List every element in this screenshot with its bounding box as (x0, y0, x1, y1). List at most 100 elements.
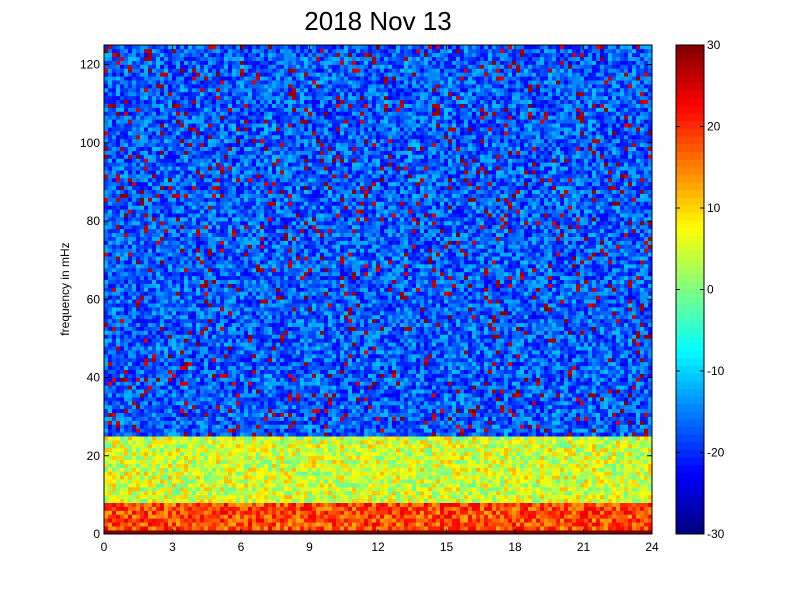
heatmap-cell (256, 416, 261, 421)
heatmap-cell (248, 385, 253, 390)
heatmap-cell (228, 389, 233, 394)
heatmap-cell (132, 252, 137, 257)
heatmap-cell (228, 522, 233, 527)
heatmap-cell (228, 60, 233, 65)
heatmap-cell (208, 154, 213, 159)
heatmap-cell (180, 76, 185, 81)
heatmap-cell (132, 365, 137, 370)
heatmap-cell (180, 287, 185, 292)
heatmap-cell (188, 346, 193, 351)
heatmap-cell (252, 76, 257, 81)
heatmap-cell (192, 193, 197, 198)
heatmap-cell (240, 279, 245, 284)
heatmap-cell (220, 158, 225, 163)
heatmap-cell (176, 291, 181, 296)
heatmap-cell (248, 412, 253, 417)
heatmap-cell (212, 514, 217, 519)
heatmap-cell (260, 346, 265, 351)
heatmap-cell (208, 510, 213, 515)
heatmap-cell (252, 377, 257, 382)
heatmap-cell (116, 373, 121, 378)
heatmap-cell (180, 252, 185, 257)
heatmap-cell (168, 369, 173, 374)
heatmap-cell (240, 369, 245, 374)
heatmap-cell (184, 228, 189, 234)
heatmap-cell (156, 174, 161, 179)
heatmap-cell (220, 346, 225, 351)
heatmap-cell (244, 346, 249, 351)
heatmap-cell (176, 373, 181, 378)
heatmap-cell (256, 99, 261, 104)
heatmap-cell (132, 451, 137, 457)
heatmap-cell (152, 506, 157, 511)
heatmap-cell (152, 498, 157, 503)
heatmap-cell (112, 471, 117, 476)
heatmap-cell (224, 264, 229, 269)
heatmap-cell (168, 45, 173, 50)
heatmap-cell (192, 385, 197, 390)
heatmap-cell (132, 361, 137, 367)
heatmap-cell (108, 240, 113, 245)
heatmap-cell (232, 256, 237, 261)
heatmap-cell (108, 279, 113, 284)
heatmap-cell (104, 314, 109, 320)
heatmap-cell (208, 181, 213, 187)
heatmap-cell (232, 189, 237, 194)
heatmap-cell (132, 283, 137, 288)
heatmap-cell (252, 400, 257, 406)
heatmap-cell (148, 131, 153, 136)
heatmap-cell (120, 455, 125, 460)
heatmap-cell (200, 436, 205, 441)
heatmap-cell (184, 357, 189, 363)
heatmap-cell (176, 189, 181, 194)
heatmap-cell (156, 428, 161, 433)
heatmap-cell (192, 60, 197, 65)
heatmap-cell (188, 303, 193, 308)
heatmap-cell (224, 181, 229, 187)
heatmap-cell (124, 322, 129, 327)
heatmap-cell (116, 342, 121, 347)
heatmap-cell (120, 475, 125, 480)
heatmap-cell (160, 307, 165, 312)
heatmap-cell (156, 408, 161, 414)
heatmap-cell (252, 365, 257, 370)
heatmap-cell (224, 330, 229, 335)
heatmap-cell (124, 389, 129, 394)
heatmap-cell (176, 287, 181, 292)
heatmap-cell (260, 330, 265, 335)
heatmap-cell (236, 111, 241, 116)
heatmap-cell (180, 217, 185, 222)
heatmap-cell (160, 357, 165, 363)
heatmap-cell (200, 103, 205, 108)
heatmap-cell (260, 279, 265, 284)
heatmap-cell (208, 228, 213, 234)
heatmap-cell (152, 420, 157, 425)
heatmap-cell (148, 463, 153, 468)
heatmap-cell (116, 475, 121, 480)
heatmap-cell (160, 303, 165, 308)
heatmap-cell (168, 318, 173, 324)
heatmap-cell (256, 260, 261, 265)
heatmap-cell (196, 475, 201, 480)
heatmap-cell (200, 252, 205, 257)
heatmap-cell (124, 178, 129, 183)
heatmap-cell (104, 166, 109, 171)
heatmap-cell (224, 526, 229, 531)
heatmap-cell (136, 361, 141, 367)
heatmap-cell (196, 338, 201, 343)
heatmap-cell (152, 217, 157, 222)
heatmap-cell (176, 354, 181, 359)
heatmap-cell (124, 365, 129, 370)
heatmap-cell (144, 111, 149, 116)
heatmap-cell (192, 213, 197, 218)
heatmap-cell (228, 264, 233, 269)
heatmap-cell (176, 322, 181, 327)
heatmap-cell (216, 181, 221, 187)
heatmap-cell (140, 322, 145, 327)
heatmap-cell (228, 400, 233, 406)
heatmap-cell (172, 72, 177, 77)
heatmap-cell (120, 494, 125, 500)
heatmap-cell (256, 318, 261, 324)
heatmap-cell (216, 115, 221, 120)
heatmap-cell (196, 498, 201, 503)
